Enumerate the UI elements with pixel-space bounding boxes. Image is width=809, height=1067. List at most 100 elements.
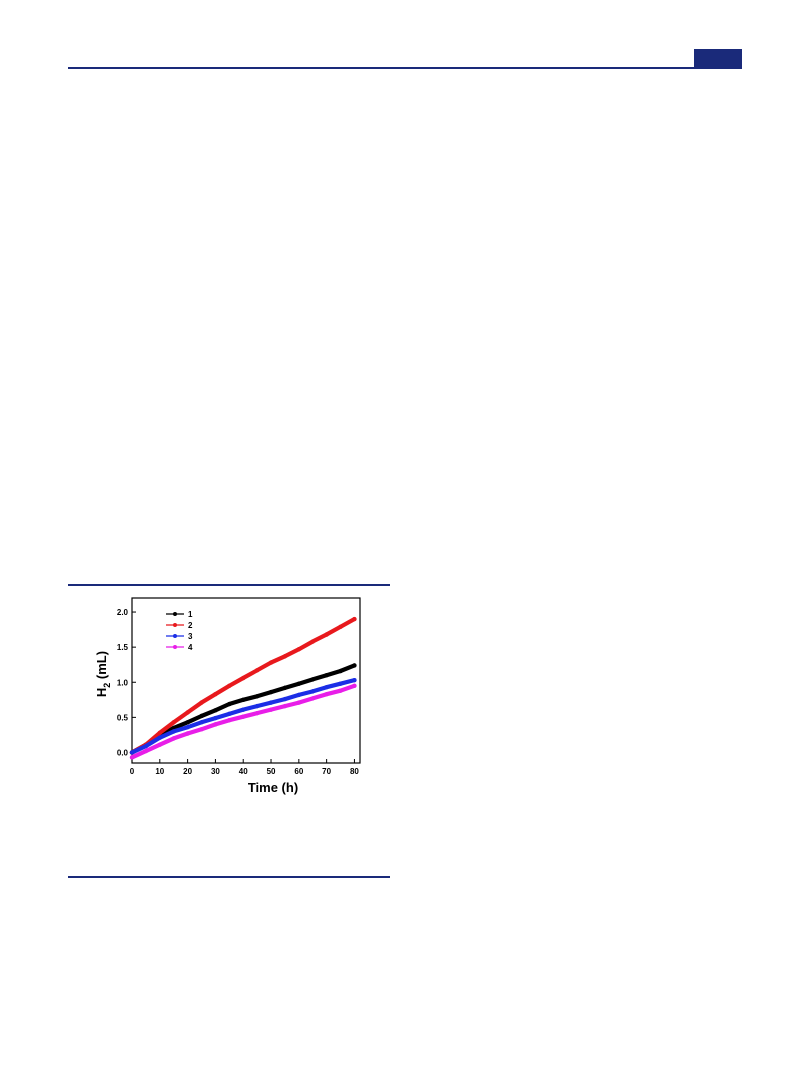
series-point-4 xyxy=(254,710,260,716)
series-point-2 xyxy=(296,647,302,652)
legend-label-4: 4 xyxy=(188,643,193,652)
series-point-4 xyxy=(282,703,288,709)
series-point-2 xyxy=(254,668,260,673)
series-point-3 xyxy=(254,703,260,709)
series-point-2 xyxy=(352,616,357,622)
series-point-3 xyxy=(241,707,246,712)
x-tick-label: 10 xyxy=(155,767,164,776)
plot-frame xyxy=(131,597,361,764)
y-tick-label: 0.5 xyxy=(117,713,129,722)
series-point-4 xyxy=(241,714,246,719)
series-point-1 xyxy=(241,697,246,703)
x-tick-label: 80 xyxy=(350,767,359,776)
series-point-2 xyxy=(324,632,329,637)
x-tick-label: 70 xyxy=(322,767,331,776)
series-point-2 xyxy=(213,691,218,697)
series-point-3 xyxy=(352,677,357,683)
series-point-3 xyxy=(338,681,343,686)
series-point-2 xyxy=(268,660,274,665)
series-line-4 xyxy=(129,683,357,760)
series-point-4 xyxy=(129,755,135,760)
series-point-1 xyxy=(185,720,190,725)
legend-label-3: 3 xyxy=(188,632,193,641)
series-point-4 xyxy=(296,700,302,705)
series-point-1 xyxy=(352,663,357,668)
y-tick-label: 1.0 xyxy=(117,678,129,687)
series-point-1 xyxy=(199,713,204,719)
series-point-4 xyxy=(185,731,190,736)
series-point-4 xyxy=(213,722,218,727)
y-tick-label: 1.5 xyxy=(117,643,129,652)
header-tab xyxy=(694,49,742,67)
legend-label-1: 1 xyxy=(188,610,193,619)
x-tick-label: 30 xyxy=(211,767,220,776)
series-point-1 xyxy=(296,681,302,686)
figure-bottom-rule xyxy=(68,876,390,878)
legend-marker-1 xyxy=(173,612,177,616)
series-point-3 xyxy=(143,743,149,749)
y-axis-label-main: H xyxy=(94,688,109,697)
series-point-4 xyxy=(338,688,343,693)
series-point-3 xyxy=(282,696,288,702)
series-point-4 xyxy=(199,727,204,732)
series-point-3 xyxy=(324,684,329,690)
series-point-3 xyxy=(171,729,176,734)
y-tick-label: 0.0 xyxy=(117,748,129,757)
header-rule xyxy=(68,67,742,69)
y-axis-label-unit: (mL) xyxy=(94,651,109,683)
series-point-2 xyxy=(199,700,204,705)
x-tick-label: 50 xyxy=(267,767,276,776)
series-point-4 xyxy=(324,691,329,697)
series-point-3 xyxy=(310,689,315,694)
series-point-4 xyxy=(352,683,357,688)
series-point-1 xyxy=(310,677,315,682)
x-axis-label: Time (h) xyxy=(248,780,298,795)
series-point-2 xyxy=(185,710,190,715)
series-point-3 xyxy=(157,735,163,740)
series-point-4 xyxy=(310,696,315,701)
series-point-3 xyxy=(227,711,232,717)
series-point-1 xyxy=(324,673,329,678)
series-point-2 xyxy=(282,654,288,659)
series-point-2 xyxy=(310,639,315,644)
y-tick-label: 2.0 xyxy=(117,608,129,617)
figure-top-rule xyxy=(68,584,390,586)
series-point-3 xyxy=(185,724,190,730)
series-point-4 xyxy=(227,717,232,723)
chart-container: 0 10 20 30 40 50 60 70 80 0.0 0.5 1.0 1.5 2.0 1 2 3 4 Ti… xyxy=(88,592,374,798)
x-tick-label: 0 xyxy=(130,767,135,776)
legend-marker-3 xyxy=(173,634,177,638)
series-point-1 xyxy=(268,689,274,695)
x-tick-label: 40 xyxy=(239,767,248,776)
chart-legend: 1 2 3 4 xyxy=(166,610,193,652)
series-point-1 xyxy=(282,685,288,691)
series-point-1 xyxy=(227,701,232,707)
series-point-2 xyxy=(241,675,246,681)
legend-label-2: 2 xyxy=(188,621,193,630)
legend-marker-2 xyxy=(173,623,177,627)
series-point-3 xyxy=(296,692,302,698)
series-point-2 xyxy=(171,720,176,725)
series-point-3 xyxy=(199,720,204,725)
legend-marker-4 xyxy=(173,645,177,649)
series-point-2 xyxy=(227,683,232,688)
series-point-4 xyxy=(157,742,163,747)
series-point-4 xyxy=(268,707,274,712)
series-point-1 xyxy=(254,694,260,699)
series-point-1 xyxy=(338,668,343,674)
series-point-1 xyxy=(213,708,218,713)
series-point-3 xyxy=(268,700,274,705)
x-tick-label: 60 xyxy=(294,767,303,776)
y-axis-label-subscript: 2 xyxy=(102,683,112,688)
series-point-3 xyxy=(213,715,218,721)
chart-series-layer xyxy=(129,616,357,760)
series-point-4 xyxy=(171,736,176,741)
chart-axes: 0 10 20 30 40 50 60 70 80 0.0 0.5 1.0 1.5 2.0 xyxy=(117,597,361,776)
series-point-4 xyxy=(143,748,149,754)
series-point-2 xyxy=(338,624,343,629)
y-axis-label: H2 (mL) xyxy=(94,651,112,697)
series-point-3 xyxy=(129,750,135,755)
x-tick-label: 20 xyxy=(183,767,192,776)
h2-evolution-chart: 0 10 20 30 40 50 60 70 80 0.0 0.5 1.0 1.5 2.0 1 2 3 4 Ti… xyxy=(94,597,361,795)
series-point-2 xyxy=(157,730,163,736)
